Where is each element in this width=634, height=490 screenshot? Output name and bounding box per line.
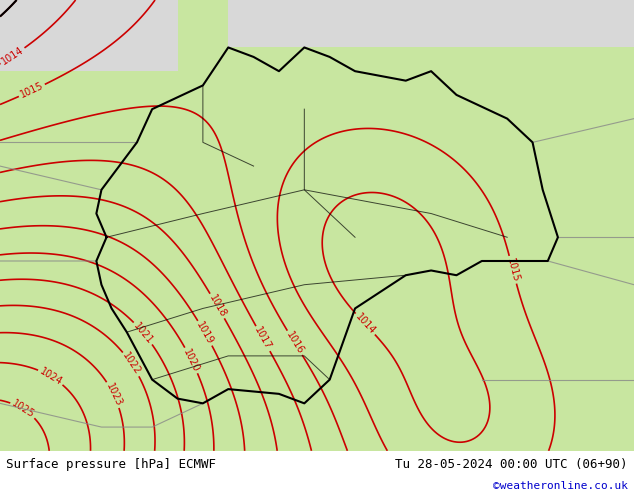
Polygon shape	[0, 0, 178, 71]
Text: Tu 28-05-2024 00:00 UTC (06+90): Tu 28-05-2024 00:00 UTC (06+90)	[395, 458, 628, 471]
Text: 1020: 1020	[181, 347, 202, 373]
Text: Surface pressure [hPa] ECMWF: Surface pressure [hPa] ECMWF	[6, 458, 216, 471]
Text: 1014: 1014	[0, 45, 26, 67]
Text: ©weatheronline.co.uk: ©weatheronline.co.uk	[493, 481, 628, 490]
Text: 1016: 1016	[284, 330, 306, 356]
Text: 1017: 1017	[252, 325, 273, 352]
Text: 1019: 1019	[195, 320, 216, 346]
Text: 1015: 1015	[505, 257, 521, 283]
Text: 1014: 1014	[353, 312, 377, 337]
Text: 1018: 1018	[207, 293, 228, 319]
Text: 1023: 1023	[104, 381, 124, 408]
Text: 1022: 1022	[120, 351, 143, 377]
Polygon shape	[228, 0, 634, 48]
Text: 1024: 1024	[38, 366, 64, 387]
Text: 1015: 1015	[18, 81, 45, 100]
Text: 1025: 1025	[10, 398, 36, 420]
Text: 1021: 1021	[132, 320, 155, 346]
